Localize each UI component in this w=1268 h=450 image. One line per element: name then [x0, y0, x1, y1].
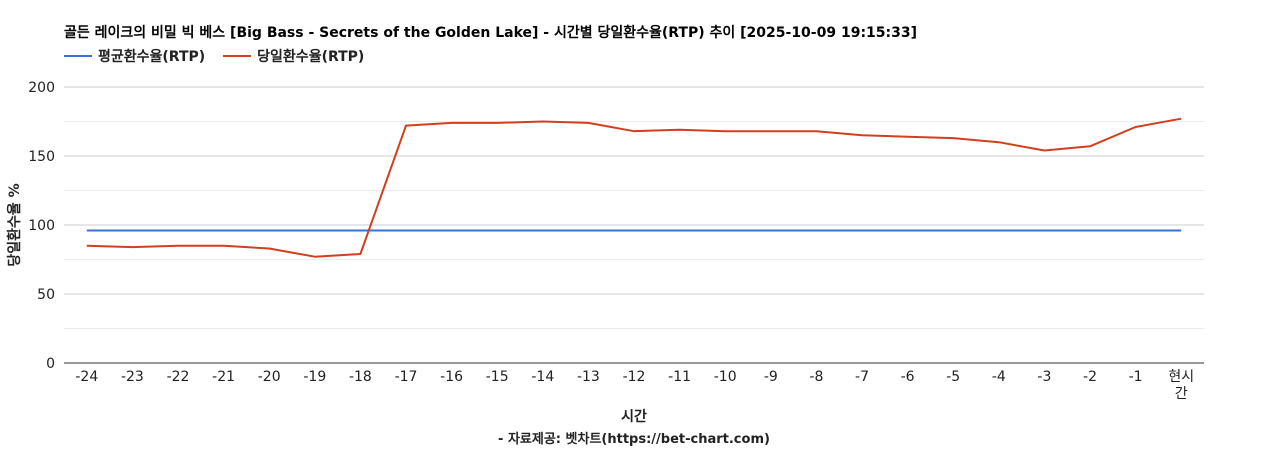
data-point-avg-rtp [997, 229, 1001, 233]
data-point-daily-rtp [769, 129, 773, 133]
data-point-avg-rtp [541, 229, 545, 233]
x-tick-label: -20 [258, 369, 281, 385]
x-tick-label: -10 [714, 369, 737, 385]
data-point-daily-rtp [267, 246, 271, 250]
data-point-avg-rtp [814, 229, 818, 233]
y-tick-label: 0 [46, 356, 55, 372]
data-point-daily-rtp [1042, 148, 1046, 152]
data-point-avg-rtp [267, 229, 271, 233]
data-point-daily-rtp [176, 244, 180, 248]
data-point-daily-rtp [586, 121, 590, 125]
legend: 평균환수율(RTP) 당일환수율(RTP) [64, 46, 382, 66]
data-point-avg-rtp [723, 229, 727, 233]
data-point-avg-rtp [358, 229, 362, 233]
y-axis-title: 당일환수율 % [6, 183, 23, 266]
data-point-daily-rtp [860, 133, 864, 137]
x-tick-label: -3 [1037, 369, 1051, 385]
data-point-avg-rtp [130, 229, 134, 233]
data-point-avg-rtp [586, 229, 590, 233]
data-point-avg-rtp [85, 229, 89, 233]
data-point-avg-rtp [450, 229, 454, 233]
data-point-avg-rtp [313, 229, 317, 233]
x-tick-label: -12 [623, 369, 646, 385]
x-tick-label: -1 [1129, 369, 1143, 385]
data-point-daily-rtp [404, 124, 408, 128]
data-point-daily-rtp [678, 128, 682, 132]
x-tick-label: -4 [992, 369, 1006, 385]
x-tick-label: -13 [577, 369, 600, 385]
x-tick-label: -24 [75, 369, 98, 385]
x-tick-label: -14 [531, 369, 554, 385]
chart-title: 골든 레이크의 비밀 빅 베스 [Big Bass - Secrets of t… [64, 25, 918, 41]
data-point-daily-rtp [814, 129, 818, 133]
x-tick-label: -7 [855, 369, 869, 385]
y-tick-label: 50 [37, 287, 55, 303]
data-point-daily-rtp [1179, 117, 1183, 121]
data-point-daily-rtp [1134, 125, 1138, 129]
data-point-avg-rtp [1088, 229, 1092, 233]
x-tick-label: -15 [486, 369, 509, 385]
data-point-daily-rtp [997, 140, 1001, 144]
data-point-daily-rtp [222, 244, 226, 248]
data-point-avg-rtp [1179, 229, 1183, 233]
data-point-avg-rtp [1134, 229, 1138, 233]
x-tick-label: -17 [395, 369, 418, 385]
x-tick-label: -23 [121, 369, 144, 385]
x-tick-label: -16 [440, 369, 463, 385]
data-point-daily-rtp [951, 136, 955, 140]
x-axis-title: 시간 [621, 409, 647, 425]
data-point-avg-rtp [678, 229, 682, 233]
data-point-avg-rtp [632, 229, 636, 233]
legend-item-avg-rtp[interactable]: 평균환수율(RTP) [64, 46, 205, 66]
data-point-avg-rtp [1042, 229, 1046, 233]
series-line-daily-rtp [86, 117, 1182, 258]
data-point-daily-rtp [130, 245, 134, 249]
data-point-daily-rtp [313, 255, 317, 259]
data-point-daily-rtp [632, 129, 636, 133]
data-point-daily-rtp [358, 252, 362, 256]
x-tick-label: -5 [946, 369, 960, 385]
data-point-daily-rtp [723, 129, 727, 133]
source-credit: - 자료제공: 벳차트(https://bet-chart.com) [498, 432, 770, 447]
x-tick-label: -6 [901, 369, 915, 385]
y-tick-label: 100 [28, 218, 55, 234]
y-tick-label: 150 [28, 149, 55, 165]
x-tick-label: -2 [1083, 369, 1097, 385]
data-point-avg-rtp [860, 229, 864, 233]
x-tick-label: -8 [809, 369, 823, 385]
data-point-daily-rtp [906, 135, 910, 139]
x-tick-label: 현시 간 [1168, 369, 1194, 402]
data-point-avg-rtp [769, 229, 773, 233]
data-point-daily-rtp [541, 120, 545, 124]
legend-label-daily-rtp: 당일환수율(RTP) [257, 49, 365, 65]
data-point-avg-rtp [495, 229, 499, 233]
legend-item-daily-rtp[interactable]: 당일환수율(RTP) [223, 46, 364, 66]
x-tick-label: -11 [668, 369, 691, 385]
legend-swatch-daily-rtp [223, 55, 252, 57]
x-tick-label: -9 [764, 369, 778, 385]
data-point-avg-rtp [176, 229, 180, 233]
legend-label-avg-rtp: 평균환수율(RTP) [98, 49, 206, 65]
data-point-daily-rtp [495, 121, 499, 125]
legend-swatch-avg-rtp [64, 55, 92, 57]
data-point-daily-rtp [85, 244, 89, 248]
x-tick-label: -21 [212, 369, 235, 385]
x-tick-label: -22 [167, 369, 190, 385]
x-tick-label: -18 [349, 369, 372, 385]
data-point-avg-rtp [951, 229, 955, 233]
data-point-avg-rtp [222, 229, 226, 233]
x-tick-label: -19 [303, 369, 326, 385]
y-tick-label: 200 [28, 80, 55, 96]
data-point-daily-rtp [1088, 144, 1092, 148]
data-point-avg-rtp [906, 229, 910, 233]
data-point-avg-rtp [404, 229, 408, 233]
data-point-daily-rtp [450, 121, 454, 125]
